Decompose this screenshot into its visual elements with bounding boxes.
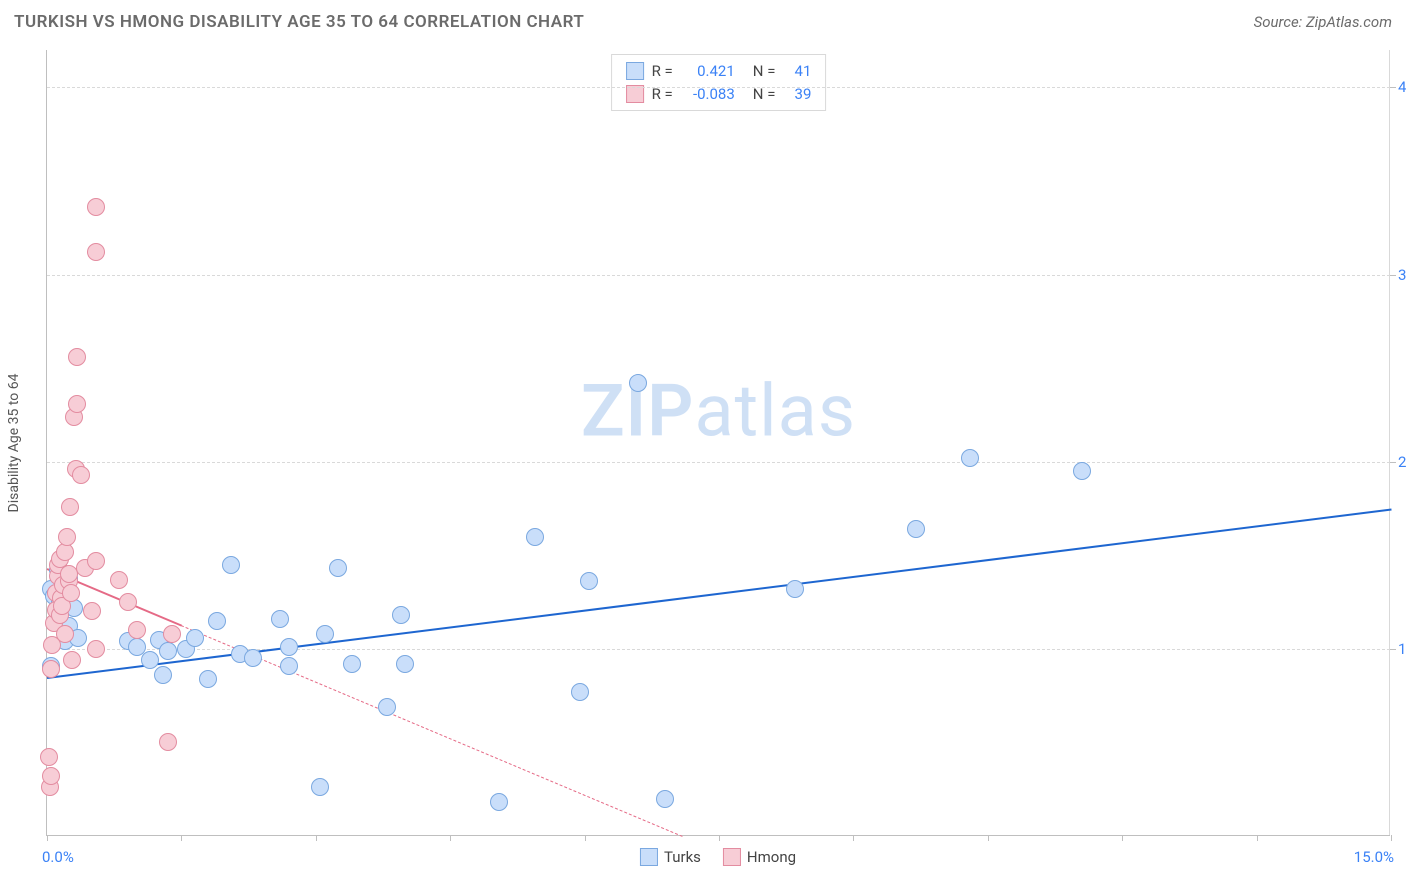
data-point — [83, 602, 101, 620]
bottom-legend: Turks Hmong — [640, 848, 796, 866]
right-axis-line — [1389, 50, 1390, 835]
plot-region: ZIPatlas R = 0.421 N = 41 R = -0.083 N = 39 — [46, 50, 1390, 836]
data-point — [280, 657, 298, 675]
data-point — [392, 606, 410, 624]
data-point — [40, 748, 58, 766]
data-point — [396, 655, 414, 673]
x-tick — [1391, 835, 1392, 841]
data-point — [87, 640, 105, 658]
gridline — [47, 87, 1390, 88]
x-tick — [47, 835, 48, 841]
data-point — [72, 466, 90, 484]
data-point — [128, 621, 146, 639]
stats-legend-box: R = 0.421 N = 41 R = -0.083 N = 39 — [611, 54, 827, 111]
chart-title: TURKISH VS HMONG DISABILITY AGE 35 TO 64… — [14, 12, 584, 32]
data-point — [316, 625, 334, 643]
x-tick — [1122, 835, 1123, 841]
data-point — [244, 649, 262, 667]
data-point — [271, 610, 289, 628]
data-point — [186, 629, 204, 647]
data-point — [208, 612, 226, 630]
r-value: -0.083 — [681, 83, 735, 106]
data-point — [526, 528, 544, 546]
data-point — [87, 552, 105, 570]
y-axis-label: 10.0% — [1390, 640, 1406, 658]
data-point — [163, 625, 181, 643]
legend-item: Turks — [640, 848, 701, 866]
x-tick — [988, 835, 989, 841]
data-point — [311, 778, 329, 796]
data-point — [87, 198, 105, 216]
data-point — [1073, 462, 1091, 480]
y-axis-title: Disability Age 35 to 64 — [6, 374, 22, 513]
gridline — [47, 462, 1390, 463]
data-point — [42, 767, 60, 785]
legend-swatch — [626, 62, 644, 80]
data-point — [141, 651, 159, 669]
legend-item: Hmong — [723, 848, 796, 866]
n-label: N = — [753, 60, 776, 83]
data-point — [629, 374, 647, 392]
stats-row: R = 0.421 N = 41 — [626, 60, 812, 83]
data-point — [656, 790, 674, 808]
r-label: R = — [652, 83, 673, 106]
x-tick — [853, 835, 854, 841]
data-point — [87, 243, 105, 261]
data-point — [378, 698, 396, 716]
data-point — [56, 625, 74, 643]
legend-label: Turks — [664, 848, 701, 866]
y-axis-label: 20.0% — [1390, 453, 1406, 471]
data-point — [159, 642, 177, 660]
data-point — [786, 580, 804, 598]
n-value: 39 — [783, 83, 811, 106]
data-point — [58, 528, 76, 546]
x-tick — [585, 835, 586, 841]
data-point — [490, 793, 508, 811]
legend-swatch — [640, 848, 658, 866]
data-point — [68, 395, 86, 413]
data-point — [154, 666, 172, 684]
r-value: 0.421 — [681, 60, 735, 83]
x-tick — [719, 835, 720, 841]
watermark-atlas: atlas — [694, 369, 856, 454]
data-point — [280, 638, 298, 656]
source-label: Source: ZipAtlas.com — [1254, 13, 1392, 31]
x-axis-min-label: 0.0% — [42, 848, 74, 866]
x-tick — [450, 835, 451, 841]
x-tick — [181, 835, 182, 841]
data-point — [329, 559, 347, 577]
gridline — [47, 275, 1390, 276]
data-point — [907, 520, 925, 538]
stats-row: R = -0.083 N = 39 — [626, 83, 812, 106]
chart-area: ZIPatlas R =0.421N =41R =-0.083N =39 Dis… — [46, 50, 1390, 836]
data-point — [42, 660, 60, 678]
data-point — [199, 670, 217, 688]
data-point — [110, 571, 128, 589]
data-point — [63, 651, 81, 669]
y-axis-label: 30.0% — [1390, 266, 1406, 284]
y-axis-label: 40.0% — [1390, 78, 1406, 96]
legend-swatch — [723, 848, 741, 866]
data-point — [222, 556, 240, 574]
x-axis-max-label: 15.0% — [1354, 848, 1394, 866]
data-point — [343, 655, 361, 673]
data-point — [68, 348, 86, 366]
n-label: N = — [753, 83, 776, 106]
r-label: R = — [652, 60, 673, 83]
data-point — [61, 498, 79, 516]
n-value: 41 — [783, 60, 811, 83]
x-tick — [1257, 835, 1258, 841]
watermark: ZIPatlas — [581, 369, 856, 454]
data-point — [62, 584, 80, 602]
data-point — [159, 733, 177, 751]
legend-label: Hmong — [747, 848, 796, 866]
x-tick — [316, 835, 317, 841]
data-point — [119, 593, 137, 611]
data-point — [580, 572, 598, 590]
data-point — [571, 683, 589, 701]
data-point — [961, 449, 979, 467]
